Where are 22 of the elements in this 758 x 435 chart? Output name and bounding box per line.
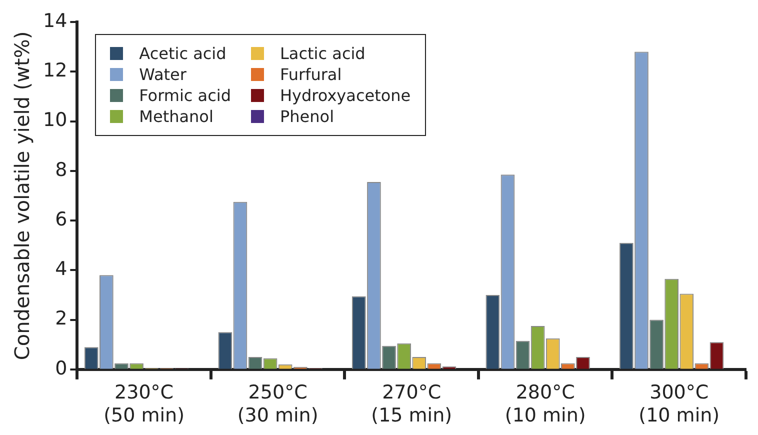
legend-label: Furfural: [279, 64, 343, 85]
legend-label: Water: [138, 64, 188, 85]
y-axis-title: Condensable volatile yield (wt%): [10, 31, 34, 360]
legend-label: Methanol: [138, 106, 214, 127]
y-tick-label: 14: [42, 10, 68, 32]
legend-label: Lactic acid: [279, 43, 366, 64]
y-tick-label: 10: [42, 109, 68, 132]
legend-label: Acetic acid: [138, 43, 228, 64]
legend-label: Hydroxyacetone: [279, 85, 411, 106]
y-tick-label: 0: [55, 357, 68, 380]
y-tick-label: 8: [55, 158, 68, 181]
x-tick-label: 270°C (15 min): [371, 382, 452, 427]
legend-label: Formic acid: [138, 85, 232, 106]
y-tick-label: 6: [55, 208, 68, 230]
x-tick-label: 230°C (50 min): [104, 382, 184, 427]
y-tick-label: 12: [42, 60, 68, 82]
y-tick-label: 2: [55, 308, 68, 330]
y-tick-label: 4: [55, 258, 68, 280]
x-tick-label: 300°C (10 min): [638, 382, 720, 427]
x-tick-label: 280°C (10 min): [504, 382, 586, 427]
x-tick-label: 250°C (30 min): [237, 382, 318, 427]
legend-label: Phenol: [279, 106, 336, 127]
